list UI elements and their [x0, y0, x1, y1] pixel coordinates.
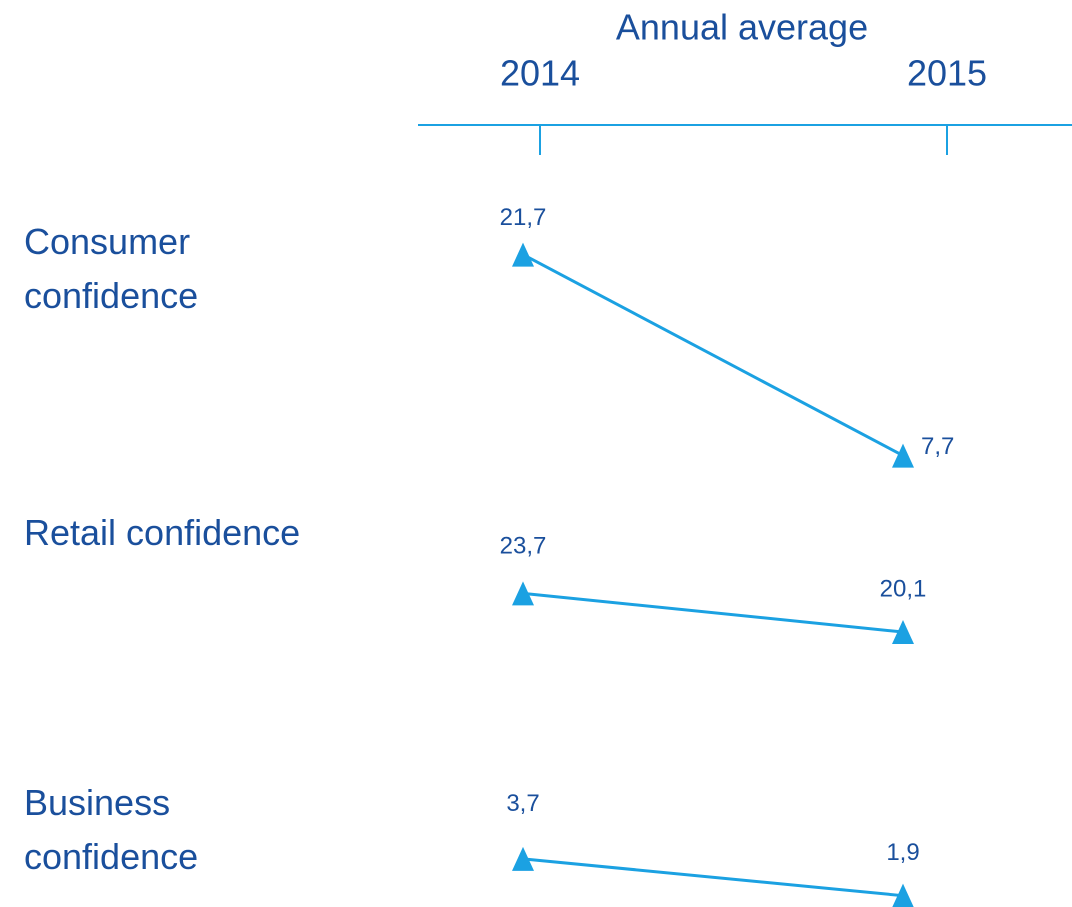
marker	[892, 883, 914, 907]
slope-line	[522, 591, 904, 634]
slope-line	[522, 253, 904, 457]
value-label: 20,1	[880, 575, 927, 602]
marker	[512, 242, 534, 267]
series-name: Business confidence	[24, 782, 199, 877]
x-tick-label: 2014	[500, 53, 580, 94]
x-tick-label: 2015	[907, 53, 987, 94]
marker	[512, 581, 534, 606]
marker	[512, 846, 534, 871]
value-label: 21,7	[500, 204, 547, 231]
series-name: Retail confidence	[24, 512, 301, 553]
value-label: 1,9	[886, 839, 919, 866]
marker	[892, 443, 914, 468]
series-name: Consumer confidence	[24, 221, 199, 316]
value-label: 23,7	[500, 533, 547, 560]
chart-title: Annual average	[616, 7, 868, 48]
value-label: 7,7	[921, 433, 954, 460]
marker	[892, 620, 914, 645]
value-label: 3,7	[506, 790, 539, 817]
slope-line	[522, 857, 904, 898]
